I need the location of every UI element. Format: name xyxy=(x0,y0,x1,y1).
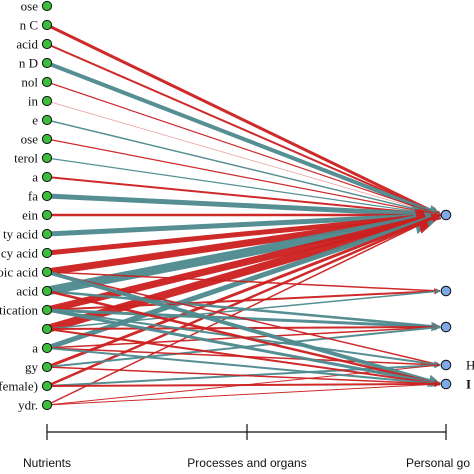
link-2-to-goal-0 xyxy=(46,43,441,216)
goal-node-0 xyxy=(440,209,452,221)
link-17-to-goal-0 xyxy=(45,209,443,333)
nutrient-node-13 xyxy=(41,247,53,259)
nutrient-label-15: acid xyxy=(16,284,38,299)
nutrient-label-0: ose xyxy=(21,0,39,14)
link-1-to-goal-0 xyxy=(46,23,441,217)
link-18-to-goal-4 xyxy=(46,347,441,387)
nutrient-node-15 xyxy=(41,285,53,297)
nutrient-label-20: -female) xyxy=(0,379,38,394)
nutrient-label-7: ose xyxy=(21,132,39,147)
axis-label-processes: Processes and organs xyxy=(187,456,306,470)
nutrient-node-11 xyxy=(41,209,53,221)
nutrient-node-3 xyxy=(41,57,53,69)
nutrient-label-12: ty acid xyxy=(3,227,39,242)
link-20-to-goal-4 xyxy=(46,380,441,388)
nutrient-label-4: nol xyxy=(21,75,38,90)
nutrient-node-0 xyxy=(41,0,53,12)
nutrient-node-8 xyxy=(41,152,53,164)
nutrient-node-18 xyxy=(41,342,53,354)
nodes-layer xyxy=(41,0,452,411)
link-19-to-goal-0 xyxy=(46,213,441,369)
nutrient-label-13: cy acid xyxy=(1,246,39,261)
link-7-to-goal-0 xyxy=(46,138,441,217)
nutrient-label-1: n C xyxy=(20,18,38,33)
nutrient-node-7 xyxy=(41,133,53,145)
nutrient-node-4 xyxy=(41,76,53,88)
nutrient-node-17 xyxy=(41,323,53,335)
link-3-to-goal-0 xyxy=(46,61,442,217)
link-10-to-goal-0 xyxy=(46,193,442,223)
goal-node-2 xyxy=(440,321,452,333)
link-14-to-goal-4 xyxy=(46,270,442,387)
nutrient-label-9: a xyxy=(32,170,38,185)
links-layer xyxy=(45,23,443,406)
goal-node-1 xyxy=(440,285,452,297)
axis-label-personal-goals: Personal go xyxy=(406,456,470,470)
link-14-to-goal-1 xyxy=(46,271,441,294)
nutrient-label-2: acid xyxy=(16,37,38,52)
link-14-to-goal-3 xyxy=(46,271,441,367)
link-8-to-goal-0 xyxy=(46,157,441,217)
nutrient-node-14 xyxy=(41,266,53,278)
nutrient-label-11: ein xyxy=(22,208,38,223)
link-12-to-goal-0 xyxy=(46,207,442,237)
nutrient-node-20 xyxy=(41,380,53,392)
nutrient-label-14: oic acid xyxy=(0,265,38,280)
link-5-to-goal-0 xyxy=(46,100,441,216)
link-9-to-goal-0 xyxy=(46,176,441,218)
link-16-to-goal-4 xyxy=(46,308,441,388)
nutrient-label-8: terol xyxy=(14,151,38,166)
nutrient-label-16: tication xyxy=(0,303,38,318)
axis: Nutrients Processes and organs Personal … xyxy=(23,424,470,470)
goal-label-3: H xyxy=(466,358,474,373)
nutrient-label-21: ydr. xyxy=(18,398,38,413)
goal-node-4 xyxy=(440,378,452,390)
axis-label-nutrients: Nutrients xyxy=(23,456,71,470)
nutrient-node-21 xyxy=(41,399,53,411)
labels-layer: ose n C acid n D nol in e ose terol a fa ein ty acid… xyxy=(0,0,474,413)
nutrient-label-6: e xyxy=(32,113,38,128)
nutrient-label-19: gy xyxy=(25,360,39,375)
nutrient-node-1 xyxy=(41,19,53,31)
nutrient-node-10 xyxy=(41,190,53,202)
link-6-to-goal-0 xyxy=(46,119,441,217)
nutrient-node-2 xyxy=(41,38,53,50)
link-4-to-goal-0 xyxy=(46,81,441,216)
link-19-to-goal-4 xyxy=(46,366,441,387)
link-17-to-goal-4 xyxy=(46,328,441,387)
nutrient-node-12 xyxy=(41,228,53,240)
nutrient-node-16 xyxy=(41,304,53,316)
nutrient-node-9 xyxy=(41,171,53,183)
link-15-to-goal-4 xyxy=(46,289,441,387)
link-15-to-goal-2 xyxy=(46,289,441,331)
nutrient-label-18: a xyxy=(32,341,38,356)
link-21-to-goal-4 xyxy=(46,382,441,406)
nutrient-node-6 xyxy=(41,114,53,126)
goal-node-3 xyxy=(440,359,452,371)
nutrient-node-19 xyxy=(41,361,53,373)
nutrient-label-3: n D xyxy=(19,56,38,71)
nutrient-label-5: in xyxy=(28,94,39,109)
nutrient-node-5 xyxy=(41,95,53,107)
nutrient-label-10: fa xyxy=(28,189,38,204)
goal-label-4: I xyxy=(466,377,471,392)
